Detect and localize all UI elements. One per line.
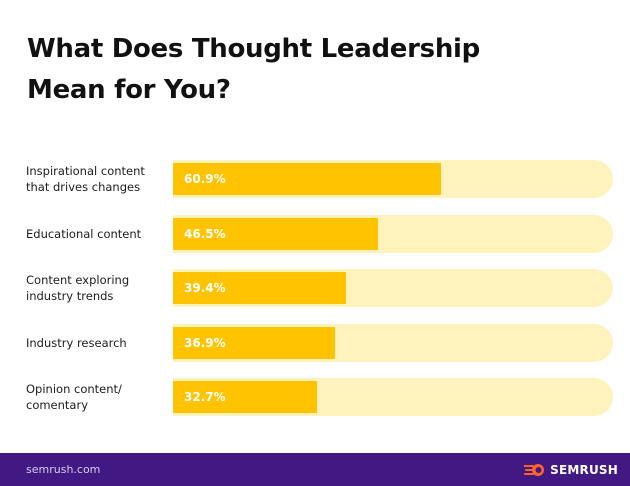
bar-row: Opinion content/comentary 32.7% xyxy=(0,378,630,417)
footer: semrush.com SEMRUSH xyxy=(0,453,630,486)
category-label: Industry research xyxy=(26,335,127,350)
value-label: 36.9% xyxy=(184,335,226,350)
bar xyxy=(173,217,378,250)
bar xyxy=(173,381,317,414)
chart-title: What Does Thought Leadership Mean for Yo… xyxy=(27,29,587,111)
category-label: Inspirational content that drives changes xyxy=(26,164,145,194)
brand-logo: SEMRUSH xyxy=(524,453,618,486)
semrush-fireball-icon xyxy=(524,463,545,476)
category-label: Content exploring industry trends xyxy=(26,273,130,304)
value-label: 39.4% xyxy=(184,281,226,296)
website-link[interactable]: semrush.com xyxy=(26,463,101,476)
chart-title-line-1: What Does Thought Leadership xyxy=(27,34,480,64)
chart-title-line-2: Mean for You? xyxy=(27,75,231,105)
value-label: 32.7% xyxy=(184,390,226,405)
value-label: 46.5% xyxy=(184,226,226,241)
value-label: 60.9% xyxy=(184,172,226,186)
bar-row: Industry research 36.9% xyxy=(0,323,630,362)
bar xyxy=(173,163,441,195)
brand-name: SEMRUSH xyxy=(550,462,618,477)
category-label: Opinion content/comentary xyxy=(26,382,122,413)
bar-row: Educational content 46.5% xyxy=(0,214,630,253)
bar xyxy=(173,326,336,359)
bar xyxy=(173,272,347,305)
bar-row: Content exploring industry trends 39.4% xyxy=(0,269,630,308)
category-label: Educational content xyxy=(26,226,142,241)
bar-row: Inspirational content that drives changes… xyxy=(0,160,630,198)
